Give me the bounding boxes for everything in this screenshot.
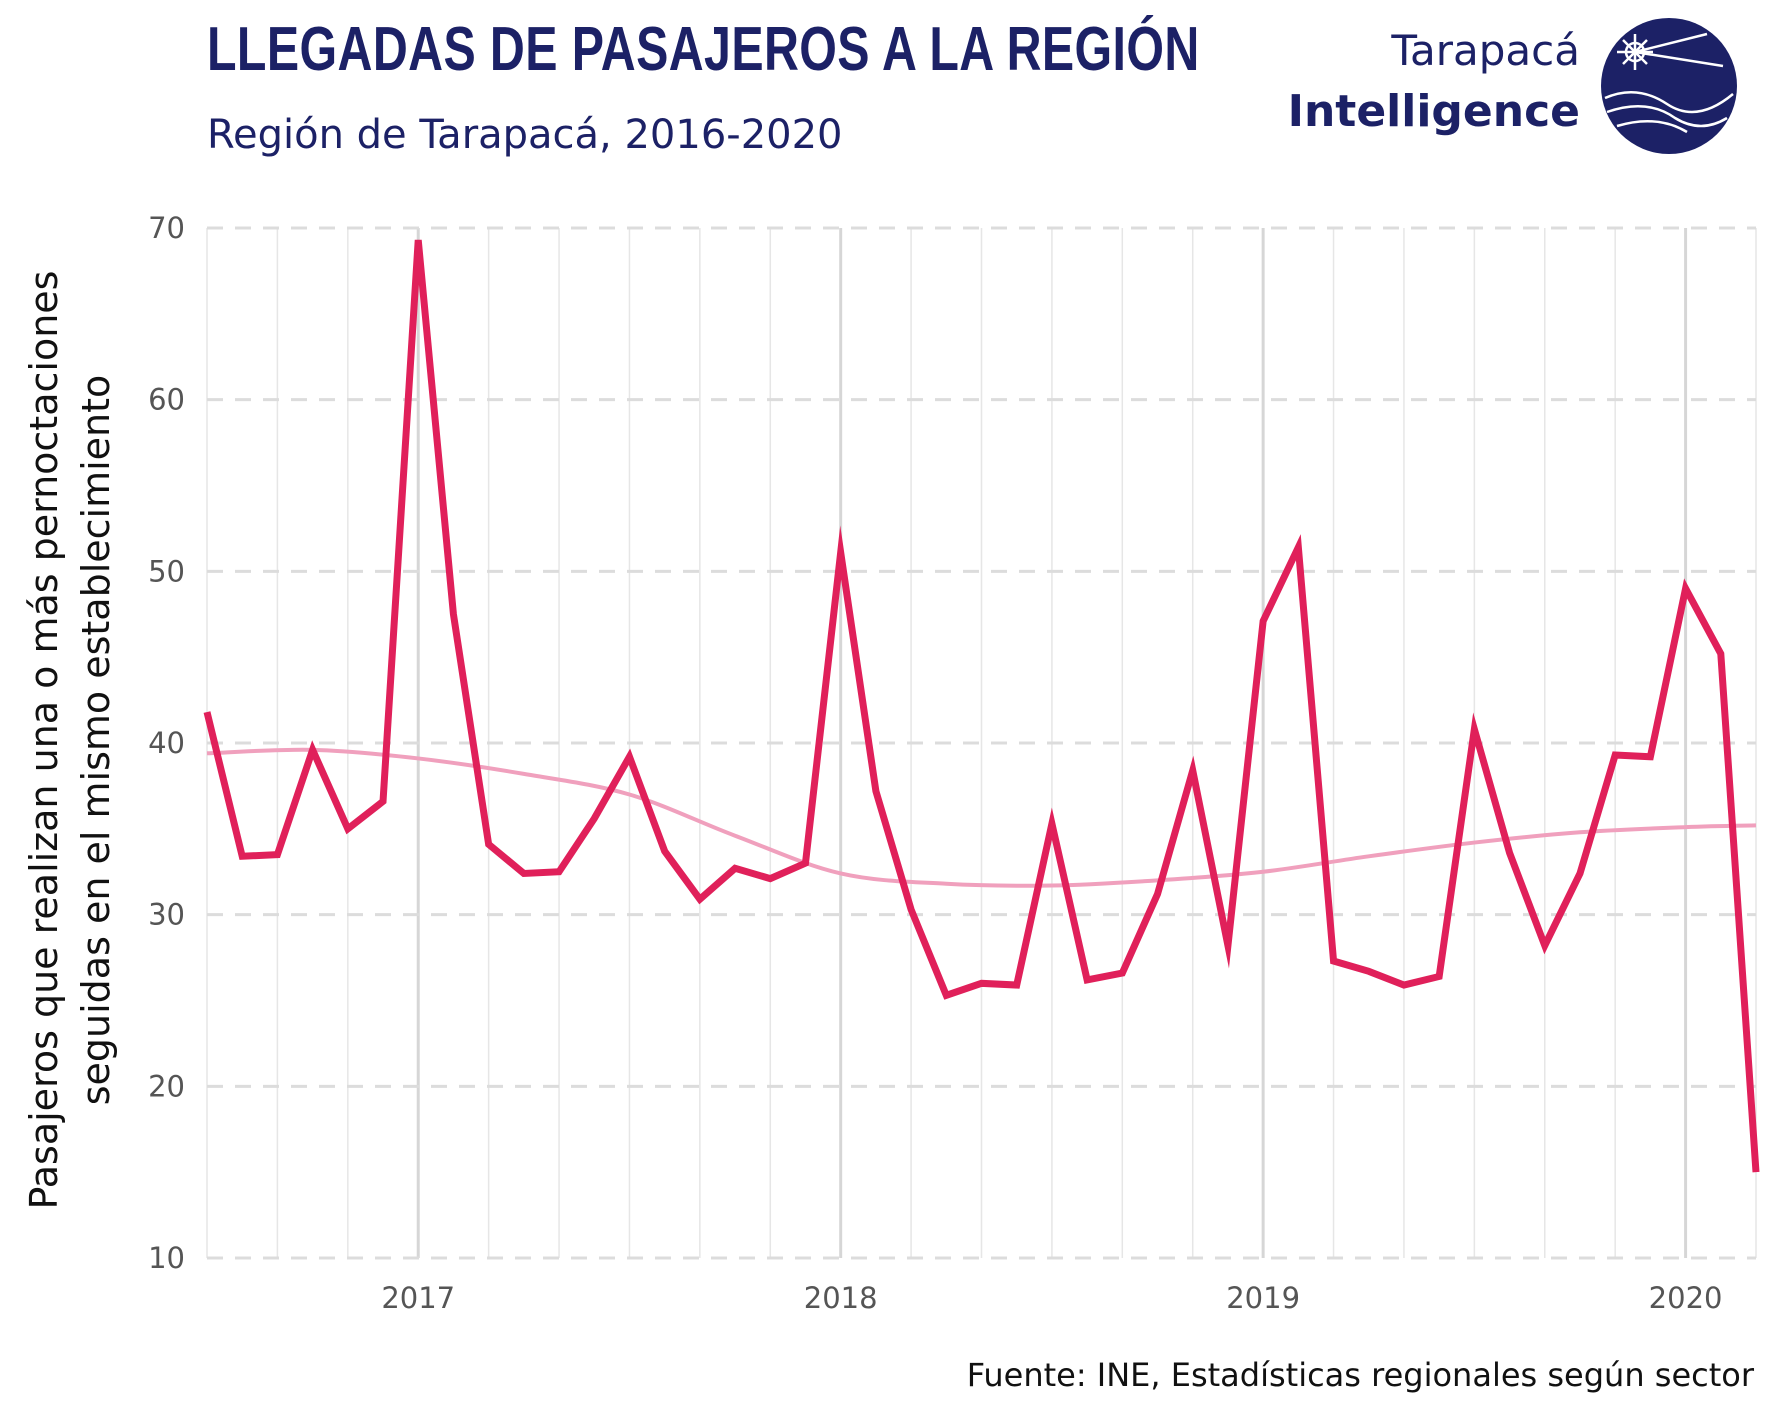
line-layer — [203, 239, 1760, 1173]
source-note: Fuente: INE, Estadísticas regionales seg… — [966, 1356, 1754, 1394]
y-tick-label: 30 — [148, 898, 185, 932]
logo-text-intelligence: Intelligence — [1287, 86, 1580, 137]
chart-title: LLEGADAS DE PASAJEROS A LA REGIÓN — [207, 15, 1200, 84]
logo-text-tarapaca: Tarapacá — [1391, 26, 1580, 75]
y-tick-label: 20 — [148, 1069, 185, 1103]
x-tick-label: 2019 — [1226, 1281, 1300, 1315]
chart-subtitle: Región de Tarapacá, 2016-2020 — [207, 112, 843, 158]
x-tick-label: 2020 — [1649, 1281, 1723, 1315]
y-tick-label: 60 — [148, 383, 185, 417]
logo-seal-icon — [1601, 18, 1737, 154]
grid-layer — [206, 226, 1757, 1260]
trend-layer — [206, 747, 1757, 888]
y-tick-label: 70 — [148, 211, 185, 245]
y-tick-label: 10 — [148, 1241, 185, 1275]
x-tick-label: 2017 — [381, 1281, 455, 1315]
trend-line — [206, 747, 1757, 888]
y-tick-label: 40 — [148, 726, 185, 760]
tick-layer: 10 20 30 40 50 60 70 2017 2018 2019 2020 — [148, 211, 1722, 1315]
y-tick-label: 50 — [148, 554, 185, 588]
series-line-monthly — [203, 239, 1760, 1173]
x-tick-label: 2018 — [804, 1281, 878, 1315]
